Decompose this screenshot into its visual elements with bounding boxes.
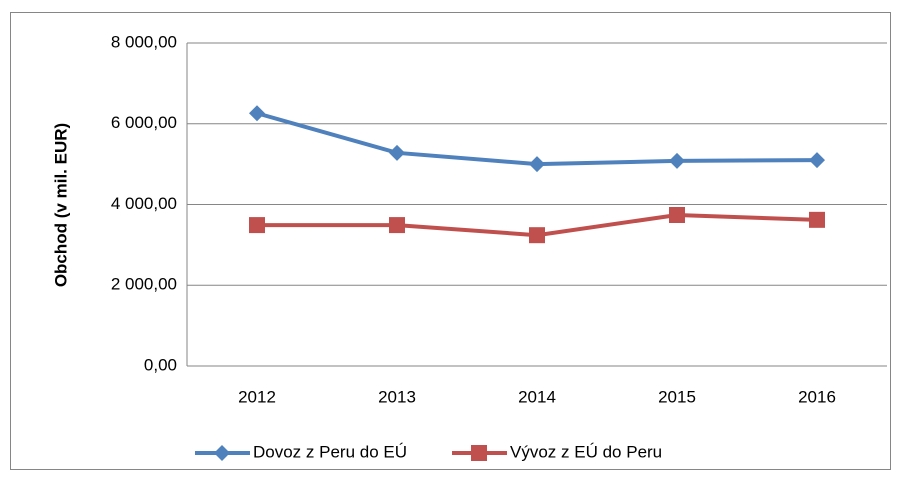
y-tick-label: 8 000,00 [111,32,177,51]
y-tick-label: 6 000,00 [111,113,177,132]
marker [809,211,825,228]
x-tick-label: 2012 [238,387,276,406]
marker [529,156,545,173]
marker [529,227,545,244]
marker [389,144,405,161]
marker [389,217,405,234]
legend-label: Dovoz z Peru do EÚ [253,442,407,461]
legend-marker [214,445,230,461]
x-tick-label: 2016 [798,387,836,406]
y-tick-label: 0,00 [144,355,177,374]
x-tick-label: 2015 [658,387,696,406]
marker [249,105,265,122]
x-tick-label: 2013 [378,387,416,406]
marker [809,152,825,169]
y-tick-label: 4 000,00 [111,194,177,213]
x-tick-label: 2014 [518,387,556,406]
marker [669,206,685,223]
marker [249,217,265,234]
chart-border [10,12,891,470]
marker [669,152,685,169]
legend-marker [471,445,488,461]
y-tick-label: 2 000,00 [111,275,177,294]
y-axis-label: Obchod (v mil. EUR) [51,123,70,287]
legend-label: Vývoz z EÚ do Peru [510,442,662,461]
